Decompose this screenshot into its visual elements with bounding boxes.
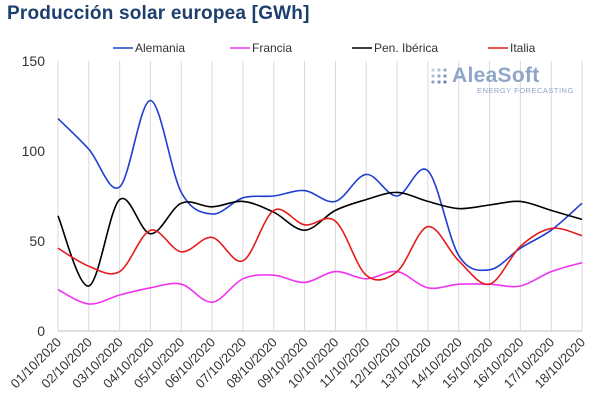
y-tick-label: 50	[29, 233, 45, 249]
legend-label-francia: Francia	[252, 41, 292, 55]
page-title: Producción solar europea [GWh]	[7, 3, 310, 24]
y-axis-ticks: 0 50 100 150	[22, 53, 46, 339]
chart-legend: Alemania Francia Pen. Ibérica Italia	[113, 41, 536, 55]
aleasoft-logo: AleaSoft ENERGY FORECASTING	[430, 64, 575, 98]
legend-label-italia: Italia	[510, 41, 536, 55]
legend-label-alemania: Alemania	[135, 41, 185, 55]
logo-name: AleaSoft	[452, 64, 540, 87]
grid-dots-icon	[431, 68, 447, 84]
y-tick-label: 0	[37, 323, 45, 339]
y-tick-label: 100	[22, 143, 46, 159]
series-line-alemania	[57, 99, 583, 272]
x-axis: 01/10/202002/10/202003/10/202004/10/2020…	[7, 330, 588, 391]
series-line-pen-ib-rica	[57, 191, 583, 287]
y-tick-label: 150	[22, 53, 46, 69]
series-line-francia	[57, 261, 583, 305]
legend-label-pen-ib-rica: Pen. Ibérica	[374, 41, 438, 55]
chart-series	[57, 99, 583, 305]
series-line-italia	[57, 208, 583, 286]
logo-subtitle: ENERGY FORECASTING	[477, 86, 574, 95]
